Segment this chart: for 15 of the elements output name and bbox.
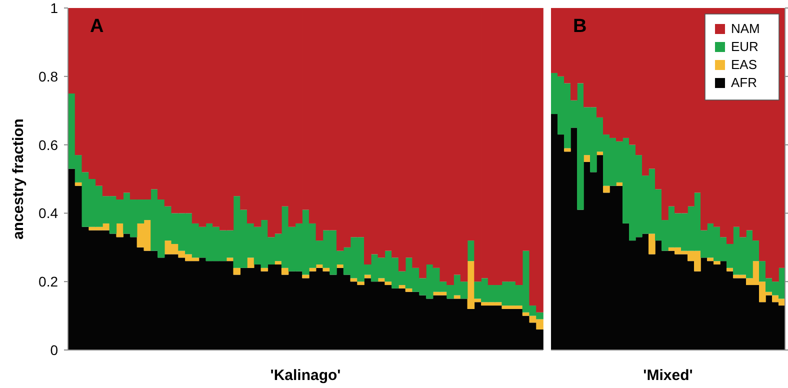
x-axis-title: 'Mixed' — [643, 367, 693, 384]
y-tick-label: 0.4 — [38, 205, 58, 222]
legend-label: AFR — [731, 75, 757, 90]
legend-label: EAS — [731, 57, 758, 72]
x-axis-title: 'Kalinago' — [270, 367, 341, 384]
chart-title: B — [573, 16, 587, 37]
y-tick-label: 0 — [50, 342, 58, 358]
y-tick-label: 0.2 — [38, 274, 58, 290]
chart-title: A — [90, 16, 104, 37]
legend-label: NAM — [731, 21, 760, 36]
y-tick-label: 1 — [50, 0, 58, 16]
y-tick-label: 0.8 — [38, 68, 58, 84]
legend-label: EUR — [731, 39, 758, 54]
y-tick-label: 0.6 — [38, 136, 58, 153]
y-axis-title: ancestry fraction — [10, 118, 27, 240]
